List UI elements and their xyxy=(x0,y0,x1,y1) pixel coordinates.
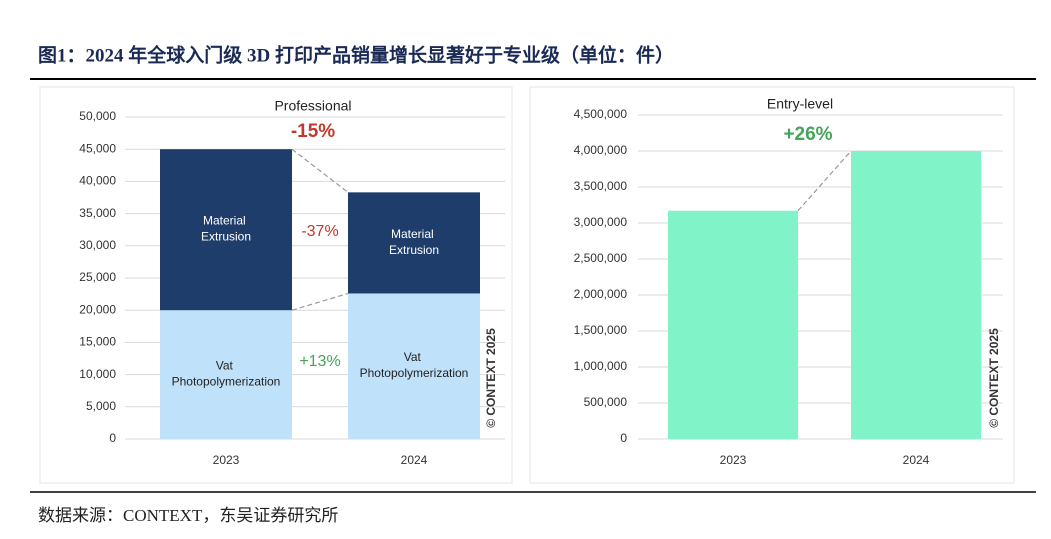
connector xyxy=(797,150,852,212)
connector xyxy=(291,292,349,311)
segment-label: Vat Photopolymerization xyxy=(360,350,469,380)
y-tick-label: 20,000 xyxy=(79,302,116,316)
y-tick-label: 5,000 xyxy=(86,399,116,413)
y-tick-label: 1,000,000 xyxy=(574,359,628,373)
chart-title: Professional xyxy=(274,98,351,114)
annotation: +13% xyxy=(299,353,340,370)
chart-title: Entry-level xyxy=(767,96,833,112)
segment-label-line: Extrusion xyxy=(201,230,251,244)
y-tick-label: 0 xyxy=(109,431,116,445)
x-tick-label: 2024 xyxy=(401,453,428,467)
y-tick-label: 1,500,000 xyxy=(574,323,628,337)
bar-segment xyxy=(348,192,480,294)
y-tick-label: 3,500,000 xyxy=(574,179,628,193)
annotation: +26% xyxy=(783,124,832,145)
y-tick-label: 4,500,000 xyxy=(574,107,628,121)
source-note: 数据来源：CONTEXT，东吴证券研究所 xyxy=(38,506,338,525)
connector xyxy=(291,148,349,193)
y-tick-label: 45,000 xyxy=(79,141,116,155)
y-tick-label: 35,000 xyxy=(79,206,116,220)
segment-label-line: Vat xyxy=(404,350,424,364)
segment-label-line: Photopolymerization xyxy=(360,366,469,380)
segment-label: Material Extrusion xyxy=(201,214,251,244)
figure-title: 图1：2024 年全球入门级 3D 打印产品销量增长显著好于专业级（单位：件） xyxy=(38,43,674,66)
y-tick-label: 50,000 xyxy=(79,109,116,123)
x-tick-label: 2024 xyxy=(903,453,930,467)
bar xyxy=(851,151,981,439)
segment-label-line: Photopolymerization xyxy=(172,375,281,389)
y-tick-label: 10,000 xyxy=(79,367,116,381)
y-tick-label: 0 xyxy=(620,431,627,445)
y-tick-label: 25,000 xyxy=(79,270,116,284)
watermark: © CONTEXT 2025 xyxy=(484,328,498,428)
y-tick-label: 40,000 xyxy=(79,174,116,188)
panel-frame xyxy=(529,86,1015,484)
y-tick-label: 500,000 xyxy=(584,395,628,409)
x-tick-label: 2023 xyxy=(213,453,240,467)
segment-label-line: Vat xyxy=(216,359,236,373)
x-tick-label: 2023 xyxy=(720,453,747,467)
segment-label-line: Material xyxy=(391,227,437,241)
y-tick-label: 15,000 xyxy=(79,335,116,349)
y-tick-label: 2,000,000 xyxy=(574,287,628,301)
y-tick-label: 30,000 xyxy=(79,238,116,252)
bar-segment xyxy=(348,293,480,439)
bar-segment xyxy=(160,310,292,439)
panel-frame xyxy=(39,86,513,484)
y-tick-label: 2,500,000 xyxy=(574,251,628,265)
segment-label-line: Extrusion xyxy=(389,243,439,257)
bar xyxy=(668,210,798,439)
watermark: © CONTEXT 2025 xyxy=(987,328,1001,428)
y-tick-label: 4,000,000 xyxy=(574,143,628,157)
segment-label: Vat Photopolymerization xyxy=(172,359,281,389)
annotation: -37% xyxy=(301,223,338,240)
bar-segment xyxy=(160,149,292,311)
annotation: -15% xyxy=(291,121,335,142)
y-tick-label: 3,000,000 xyxy=(574,215,628,229)
segment-label: Material Extrusion xyxy=(389,227,439,257)
segment-label-line: Material xyxy=(203,214,249,228)
